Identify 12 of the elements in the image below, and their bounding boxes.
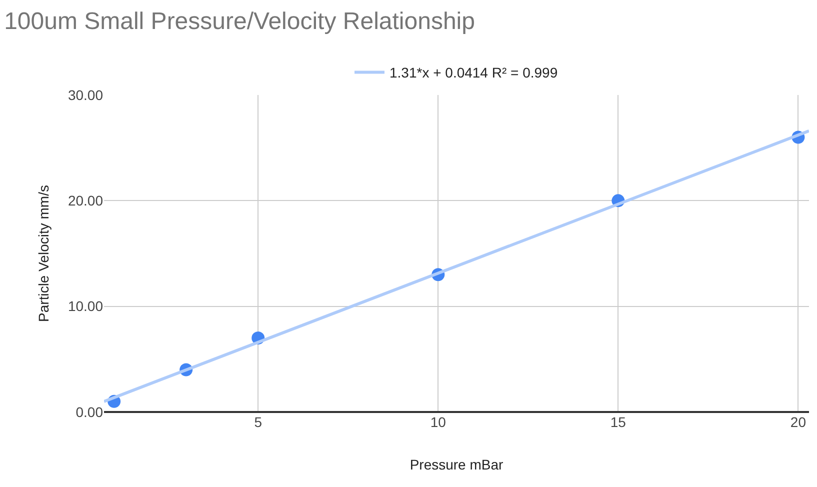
x-tick-label: 20 xyxy=(790,414,806,430)
y-tick-label: 20.00 xyxy=(68,192,104,209)
x-tick-label: 15 xyxy=(610,414,626,430)
x-tick-label: 10 xyxy=(430,414,446,430)
y-tick-label: 0.00 xyxy=(76,404,104,420)
x-tick-label: 5 xyxy=(254,414,262,430)
y-tick-label: 30.00 xyxy=(68,86,104,103)
legend-label: 1.31*x + 0.0414 R² = 0.999 xyxy=(390,64,558,81)
x-axis-title: Pressure mBar xyxy=(410,456,504,472)
y-tick-label: 10.00 xyxy=(68,298,104,314)
y-axis-title: Particle Velocity mm/s xyxy=(36,185,52,322)
chart-title: 100um Small Pressure/Velocity Relationship xyxy=(4,8,475,35)
